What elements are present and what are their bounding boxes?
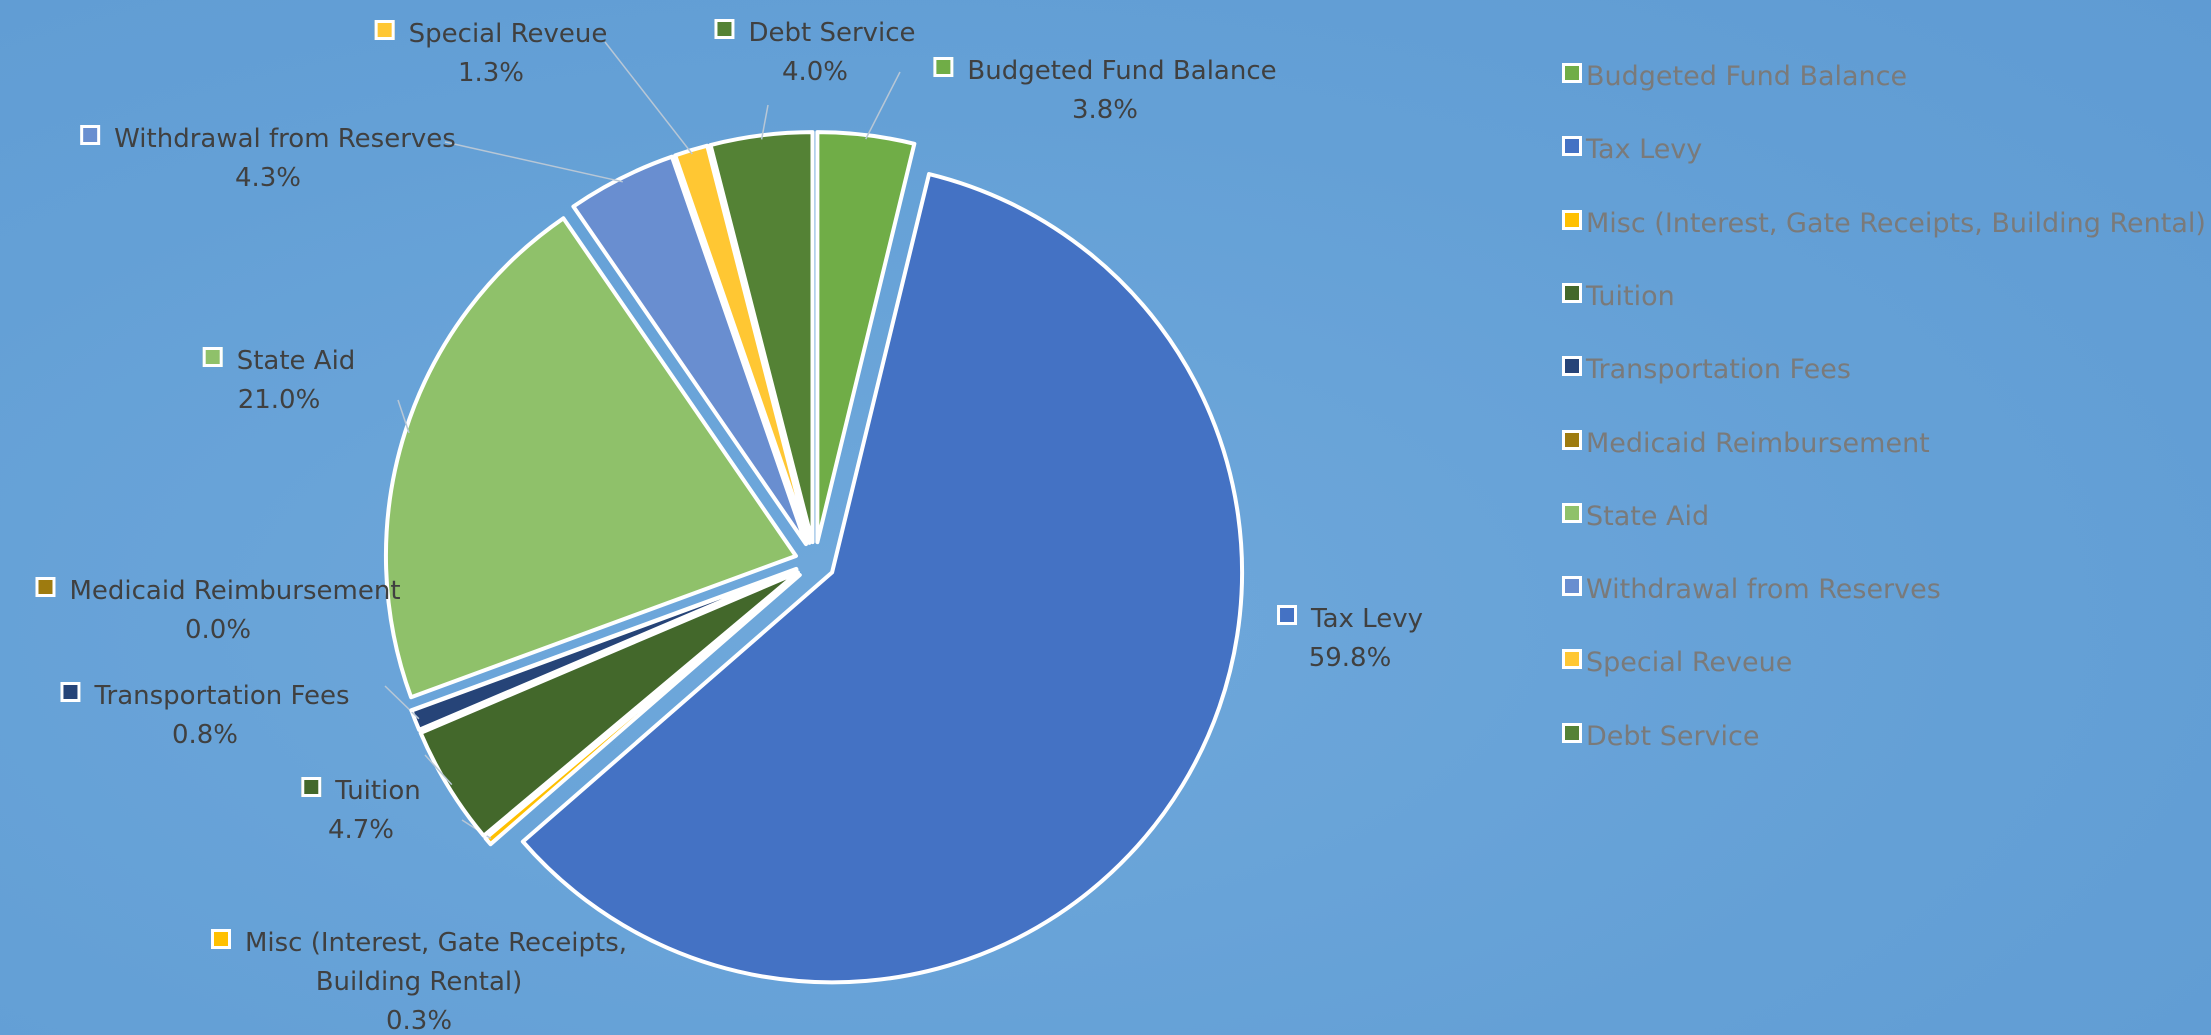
legend-entry: State Aid — [1562, 500, 1709, 534]
legend-entry: Debt Service — [1562, 720, 1760, 754]
label-name: Medicaid Reimbursement — [69, 576, 401, 606]
label-name: Tax Levy — [1311, 604, 1423, 634]
label-marker — [35, 577, 56, 597]
legend-entry: Special Reveue — [1562, 646, 1792, 680]
leader-line — [444, 141, 623, 183]
leader-line — [760, 104, 769, 140]
legend-marker — [1562, 502, 1582, 523]
data-label: State Aid 21.0% — [202, 342, 356, 420]
legend-marker — [1562, 136, 1582, 157]
data-label: Withdrawal from Reserves 4.3% — [80, 120, 456, 198]
label-name: Misc (Interest, Gate Receipts, Building … — [244, 928, 628, 997]
legend-label: Debt Service — [1586, 720, 1760, 752]
legend-entry: Withdrawal from Reserves — [1562, 573, 1941, 607]
label-value: 1.3% — [457, 58, 525, 88]
label-value: 0.0% — [184, 615, 252, 645]
data-label: Medicaid Reimbursement 0.0% — [35, 572, 401, 650]
data-label: Misc (Interest, Gate Receipts, Building … — [179, 924, 659, 1035]
legend-marker — [1562, 282, 1582, 303]
label-name: Tuition — [335, 776, 421, 806]
pie-slice — [418, 570, 800, 838]
label-value: 3.8% — [1071, 95, 1139, 125]
pie-slice — [815, 130, 917, 545]
legend-marker — [1562, 722, 1582, 743]
label-marker — [374, 20, 395, 40]
pie-slice — [383, 216, 798, 700]
legend-entry: Transportation Fees — [1562, 353, 1851, 387]
leader-line — [384, 685, 420, 720]
legend-label: Withdrawal from Reserves — [1586, 574, 1941, 606]
data-label: Tax Levy 59.8% — [1277, 600, 1423, 678]
leader-line — [865, 71, 901, 140]
legend-marker — [1562, 63, 1582, 83]
legend-marker — [1562, 649, 1582, 670]
legend-entry: Tuition — [1562, 280, 1675, 314]
legend-marker — [1562, 209, 1582, 230]
label-value: 4.3% — [234, 163, 302, 193]
label-marker — [202, 347, 223, 367]
legend-entry: Medicaid Reimbursement — [1562, 427, 1930, 461]
legend-label: Medicaid Reimbursement — [1586, 427, 1930, 459]
label-value: 4.7% — [327, 815, 395, 845]
label-marker — [60, 682, 81, 702]
leader-line — [424, 754, 453, 786]
data-label: Budgeted Fund Balance 3.8% — [933, 52, 1277, 130]
label-value: 0.3% — [385, 1006, 453, 1035]
pie-slice — [409, 566, 799, 713]
pie-slice — [520, 172, 1245, 985]
leader-line — [397, 399, 410, 434]
label-value: 0.8% — [171, 720, 239, 750]
legend-marker — [1562, 576, 1582, 597]
legend-label: Tuition — [1586, 280, 1675, 312]
label-value: 59.8% — [1308, 643, 1392, 673]
label-marker — [80, 125, 101, 145]
pie-slice — [571, 154, 808, 547]
legend-entry: Tax Levy — [1562, 133, 1702, 167]
label-value: 21.0% — [237, 385, 321, 415]
pie-slice — [708, 130, 815, 545]
label-name: Transportation Fees — [94, 681, 350, 711]
legend-label: Transportation Fees — [1586, 354, 1851, 386]
label-marker — [301, 777, 322, 797]
data-label: Transportation Fees 0.8% — [60, 677, 350, 755]
legend-label: Special Reveue — [1586, 647, 1793, 679]
pie-slice — [483, 572, 802, 847]
label-name: State Aid — [236, 346, 356, 376]
legend-marker — [1562, 429, 1582, 450]
leader-line — [604, 41, 693, 155]
legend-label: Tax Levy — [1586, 134, 1703, 166]
label-marker — [210, 929, 231, 949]
label-name: Special Reveue — [408, 19, 608, 49]
pie-slice — [673, 143, 812, 545]
label-value: 4.0% — [781, 57, 849, 87]
label-name: Budgeted Fund Balance — [967, 56, 1277, 86]
legend-marker — [1562, 356, 1582, 377]
legend-label: Misc (Interest, Gate Receipts, Building … — [1586, 207, 2206, 239]
legend-entry: Budgeted Fund Balance — [1562, 60, 1907, 94]
data-label: Special Reveue 1.3% — [374, 15, 608, 93]
label-marker — [933, 57, 954, 77]
data-label: Debt Service 4.0% — [714, 14, 916, 92]
label-marker — [1277, 605, 1298, 625]
legend-entry: Misc (Interest, Gate Receipts, Building … — [1562, 207, 2206, 241]
legend-label: State Aid — [1586, 500, 1710, 532]
label-marker — [714, 19, 735, 39]
data-label: Tuition 4.7% — [301, 772, 421, 850]
label-name: Debt Service — [748, 18, 916, 48]
label-name: Withdrawal from Reserves — [114, 124, 456, 154]
legend-label: Budgeted Fund Balance — [1586, 61, 1908, 92]
